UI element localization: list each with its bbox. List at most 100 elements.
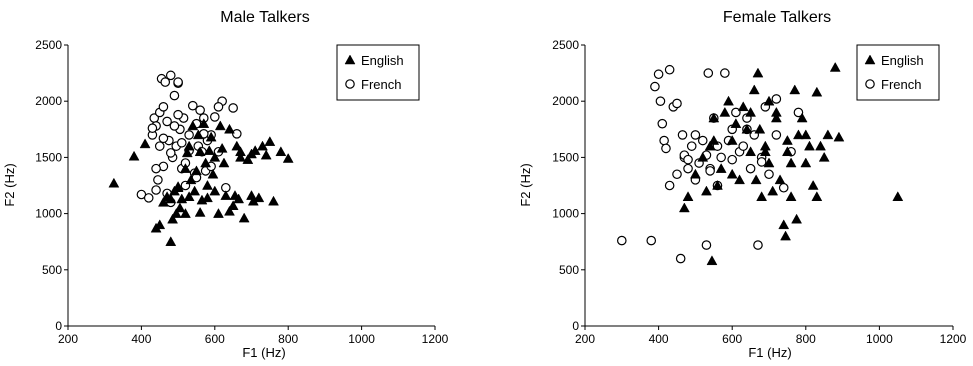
- data-point-english: [275, 146, 287, 157]
- data-point-english: [172, 181, 184, 191]
- data-point-french: [147, 123, 158, 133]
- x-axis-label: F1 (Hz): [242, 345, 285, 360]
- data-point-french: [672, 98, 682, 109]
- x-tick-label: 600: [205, 332, 225, 346]
- y-tick-label: 0: [55, 319, 62, 333]
- data-point-french: [697, 135, 708, 146]
- data-point-english: [796, 112, 808, 123]
- data-point-english: [213, 208, 224, 218]
- data-point-french: [683, 163, 693, 174]
- data-point-french: [210, 112, 220, 122]
- y-tick-label: 1000: [35, 207, 62, 221]
- data-point-french: [771, 94, 782, 104]
- data-point-english: [745, 106, 757, 117]
- x-tick-label: 600: [722, 332, 742, 346]
- data-point-english: [818, 151, 830, 162]
- data-point-english: [238, 212, 250, 223]
- legend-box: [336, 44, 420, 101]
- data-point-english: [778, 219, 790, 230]
- y-tick-label: 500: [559, 263, 579, 277]
- data-point-english: [781, 146, 793, 157]
- data-point-french: [764, 169, 774, 180]
- data-point-english: [752, 67, 764, 78]
- y-tick-label: 2500: [552, 38, 579, 52]
- data-point-english: [282, 153, 294, 163]
- data-point-english: [892, 191, 904, 201]
- data-point-english: [704, 140, 716, 151]
- x-tick-label: 1000: [866, 332, 893, 346]
- x-tick-label: 400: [131, 332, 151, 346]
- data-point-french: [173, 77, 183, 87]
- data-point-english: [189, 185, 201, 196]
- data-point-english: [108, 177, 120, 188]
- data-point-english: [218, 157, 230, 168]
- data-point-english: [264, 136, 276, 146]
- data-point-french: [158, 102, 169, 112]
- data-point-french: [232, 128, 242, 139]
- data-point-english: [748, 84, 760, 95]
- data-point-french: [153, 175, 163, 185]
- data-point-english: [741, 123, 753, 134]
- data-point-english: [227, 200, 239, 210]
- data-point-french: [151, 163, 161, 174]
- data-point-english: [253, 192, 265, 203]
- series-french: [616, 64, 804, 264]
- series-french: [136, 70, 242, 208]
- data-point-english: [174, 202, 186, 213]
- data-point-english: [678, 202, 690, 213]
- data-point-english: [187, 120, 199, 131]
- data-point-english: [682, 191, 694, 201]
- data-point-french: [753, 240, 763, 250]
- data-point-french: [228, 103, 238, 113]
- data-point-english: [712, 179, 723, 190]
- data-point-english: [154, 219, 166, 230]
- chart-title: Male Talkers: [220, 9, 310, 26]
- data-point-english: [829, 61, 841, 72]
- series-english: [108, 118, 294, 246]
- data-point-french: [664, 180, 675, 191]
- data-point-english: [793, 129, 804, 140]
- data-point-french: [154, 141, 165, 151]
- data-point-french: [187, 100, 198, 111]
- y-tick-label: 0: [572, 319, 579, 333]
- y-tick-label: 2500: [35, 38, 62, 52]
- data-point-french: [705, 166, 715, 176]
- x-tick-label: 1200: [422, 332, 449, 346]
- data-point-english: [191, 165, 202, 176]
- data-point-english: [139, 138, 151, 149]
- data-point-english: [180, 163, 191, 173]
- data-point-french: [184, 130, 194, 140]
- data-point-english: [780, 230, 791, 241]
- data-point-english: [180, 208, 191, 218]
- data-point-english: [216, 142, 228, 153]
- y-tick-label: 1500: [35, 150, 62, 164]
- data-point-french: [731, 107, 741, 118]
- data-point-english: [203, 145, 215, 155]
- data-point-english: [170, 208, 182, 218]
- y-tick-label: 500: [42, 263, 62, 277]
- data-point-english: [723, 95, 734, 106]
- legend-label-english: English: [361, 53, 404, 68]
- data-point-french: [158, 133, 169, 144]
- data-point-english: [770, 112, 782, 123]
- data-point-english: [202, 192, 213, 203]
- data-point-english: [128, 150, 140, 161]
- data-point-english: [246, 190, 257, 200]
- data-point-english: [770, 106, 782, 117]
- data-point-french: [195, 105, 205, 115]
- x-axis-label: F1 (Hz): [748, 345, 791, 360]
- data-point-english: [715, 163, 727, 173]
- data-point-english: [800, 129, 812, 140]
- legend-label-english: English: [881, 53, 924, 68]
- data-point-english: [194, 206, 206, 217]
- data-point-french: [655, 96, 666, 106]
- data-point-french: [151, 185, 161, 195]
- data-point-french: [727, 154, 737, 165]
- data-point-english: [260, 149, 272, 160]
- data-point-english: [214, 120, 226, 131]
- series-english: [678, 61, 904, 266]
- data-point-french: [160, 77, 171, 87]
- data-point-french: [756, 157, 767, 167]
- data-point-english: [750, 174, 762, 185]
- y-axis-label: F2 (Hz): [518, 163, 533, 206]
